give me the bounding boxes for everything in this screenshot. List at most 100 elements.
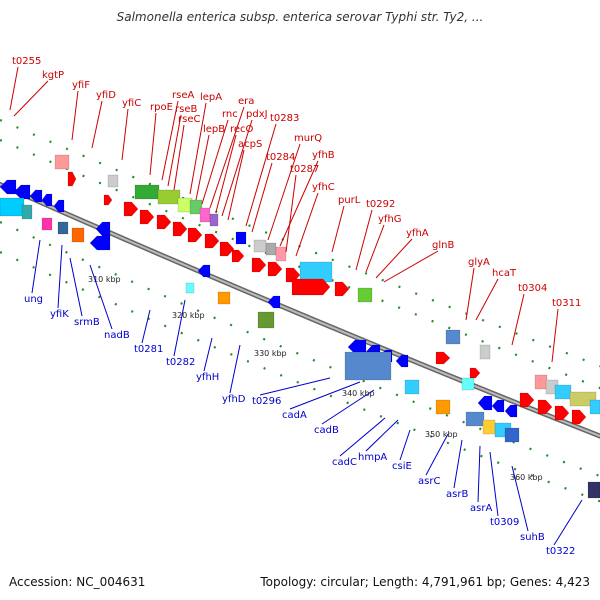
- gene-label-forward: era: [238, 96, 254, 107]
- accession-text: Accession: NC_004631: [9, 575, 146, 589]
- gene-label-forward: yfiD: [96, 90, 116, 101]
- reverse-feature: [21, 204, 33, 220]
- forward-leader: [375, 238, 413, 279]
- reverse-leader: [425, 433, 449, 476]
- gene-label-forward: pdxJ: [246, 109, 268, 120]
- gene-label-reverse: t0322: [546, 546, 575, 557]
- ruler-tick-label: 330 kbp: [254, 349, 287, 358]
- forward-leader: [383, 250, 439, 283]
- forward-feature: [534, 374, 548, 390]
- forward-feature: [231, 249, 245, 263]
- forward-leader: [195, 134, 210, 201]
- forward-leader: [221, 119, 253, 217]
- reverse-feature: [71, 227, 85, 243]
- reverse-leader: [339, 417, 386, 457]
- reverse-leader: [553, 499, 583, 546]
- reverse-leader: [453, 439, 463, 489]
- forward-leader: [551, 308, 559, 363]
- reverse-feature: [257, 311, 275, 329]
- forward-leader: [161, 100, 179, 181]
- reverse-leader: [321, 389, 375, 425]
- ruler-tick-label: 360 kbp: [510, 473, 543, 482]
- gene-label-reverse: nadB: [104, 330, 130, 341]
- gene-label-forward: t0283: [270, 113, 299, 124]
- forward-leader: [295, 192, 319, 257]
- gene-label-reverse: suhB: [520, 532, 545, 543]
- gene-label-forward: yfhA: [406, 228, 429, 239]
- gene-label-reverse: hmpA: [358, 452, 387, 463]
- gene-label-forward: glnB: [432, 240, 454, 251]
- ruler-tick-label: 310 kbp: [88, 275, 121, 284]
- gene-label-forward: yfhB: [312, 150, 335, 161]
- reverse-leader: [203, 337, 213, 372]
- forward-feature: [253, 239, 267, 253]
- gene-label-forward: rpoE: [150, 102, 173, 113]
- forward-feature: [123, 201, 139, 217]
- forward-leader: [209, 106, 245, 209]
- reverse-feature: [491, 399, 505, 413]
- forward-feature: [107, 174, 119, 188]
- gene-label-reverse: srmB: [74, 317, 100, 328]
- reverse-leader: [489, 451, 499, 517]
- forward-feature: [519, 392, 535, 408]
- gene-label-forward: yfhC: [312, 182, 335, 193]
- gene-label-forward: t0304: [518, 283, 547, 294]
- gene-label-forward: recO: [230, 124, 254, 135]
- reverse-leader: [229, 344, 241, 394]
- gene-label-forward: murQ: [294, 133, 322, 144]
- forward-leader: [465, 267, 475, 321]
- gene-label-reverse: asrA: [470, 503, 492, 514]
- gene-label-reverse: ung: [24, 294, 43, 305]
- forward-leader: [227, 149, 245, 221]
- gene-label-forward: purL: [338, 195, 361, 206]
- gene-label-forward: t0287: [290, 164, 319, 175]
- gene-label-forward: acpS: [238, 139, 262, 150]
- ruler-tick-label: 320 kbp: [172, 311, 205, 320]
- forward-feature: [275, 246, 287, 262]
- forward-feature: [357, 287, 373, 303]
- reverse-feature: [0, 179, 17, 195]
- reverse-feature: [344, 351, 392, 381]
- forward-feature: [589, 399, 600, 415]
- forward-leader: [331, 205, 345, 253]
- forward-feature: [219, 241, 235, 257]
- forward-leader: [149, 112, 157, 176]
- forward-leader: [167, 114, 182, 187]
- gene-label-forward: glyA: [468, 257, 490, 268]
- gene-label-forward: yfiF: [72, 80, 90, 91]
- reverse-feature: [13, 184, 31, 200]
- gene-label-reverse: t0296: [252, 396, 281, 407]
- forward-feature: [199, 207, 211, 223]
- forward-leader: [285, 174, 297, 253]
- forward-feature: [554, 384, 572, 400]
- reverse-leader: [69, 257, 83, 317]
- forward-leader: [189, 102, 207, 195]
- gene-label-reverse: asrB: [446, 489, 468, 500]
- ruler-tick-label: 350 kbp: [425, 430, 458, 439]
- gene-label-forward: lepA: [200, 92, 222, 103]
- gene-label-reverse: yfiK: [50, 309, 69, 320]
- reverse-leader: [57, 244, 63, 309]
- forward-leader: [173, 124, 185, 191]
- forward-feature: [554, 405, 570, 421]
- forward-feature: [571, 409, 587, 425]
- forward-leader: [511, 293, 525, 346]
- gene-label-reverse: t0309: [490, 517, 519, 528]
- ruler-tick-label: 340 kbp: [342, 389, 375, 398]
- forward-feature: [265, 242, 277, 256]
- reverse-leader: [31, 239, 41, 294]
- forward-feature: [235, 231, 247, 245]
- reverse-feature: [347, 339, 367, 355]
- gene-label-forward: hcaT: [492, 268, 517, 279]
- gene-label-reverse: yfhH: [196, 372, 219, 383]
- forward-leader: [279, 160, 319, 247]
- gene-label-forward: yfiC: [122, 98, 141, 109]
- gene-label-forward: t0284: [266, 152, 295, 163]
- forward-feature: [54, 154, 70, 170]
- reverse-feature: [477, 395, 493, 411]
- reverse-feature: [185, 282, 195, 294]
- reverse-feature: [217, 291, 231, 305]
- gene-label-forward: lepB: [203, 124, 225, 135]
